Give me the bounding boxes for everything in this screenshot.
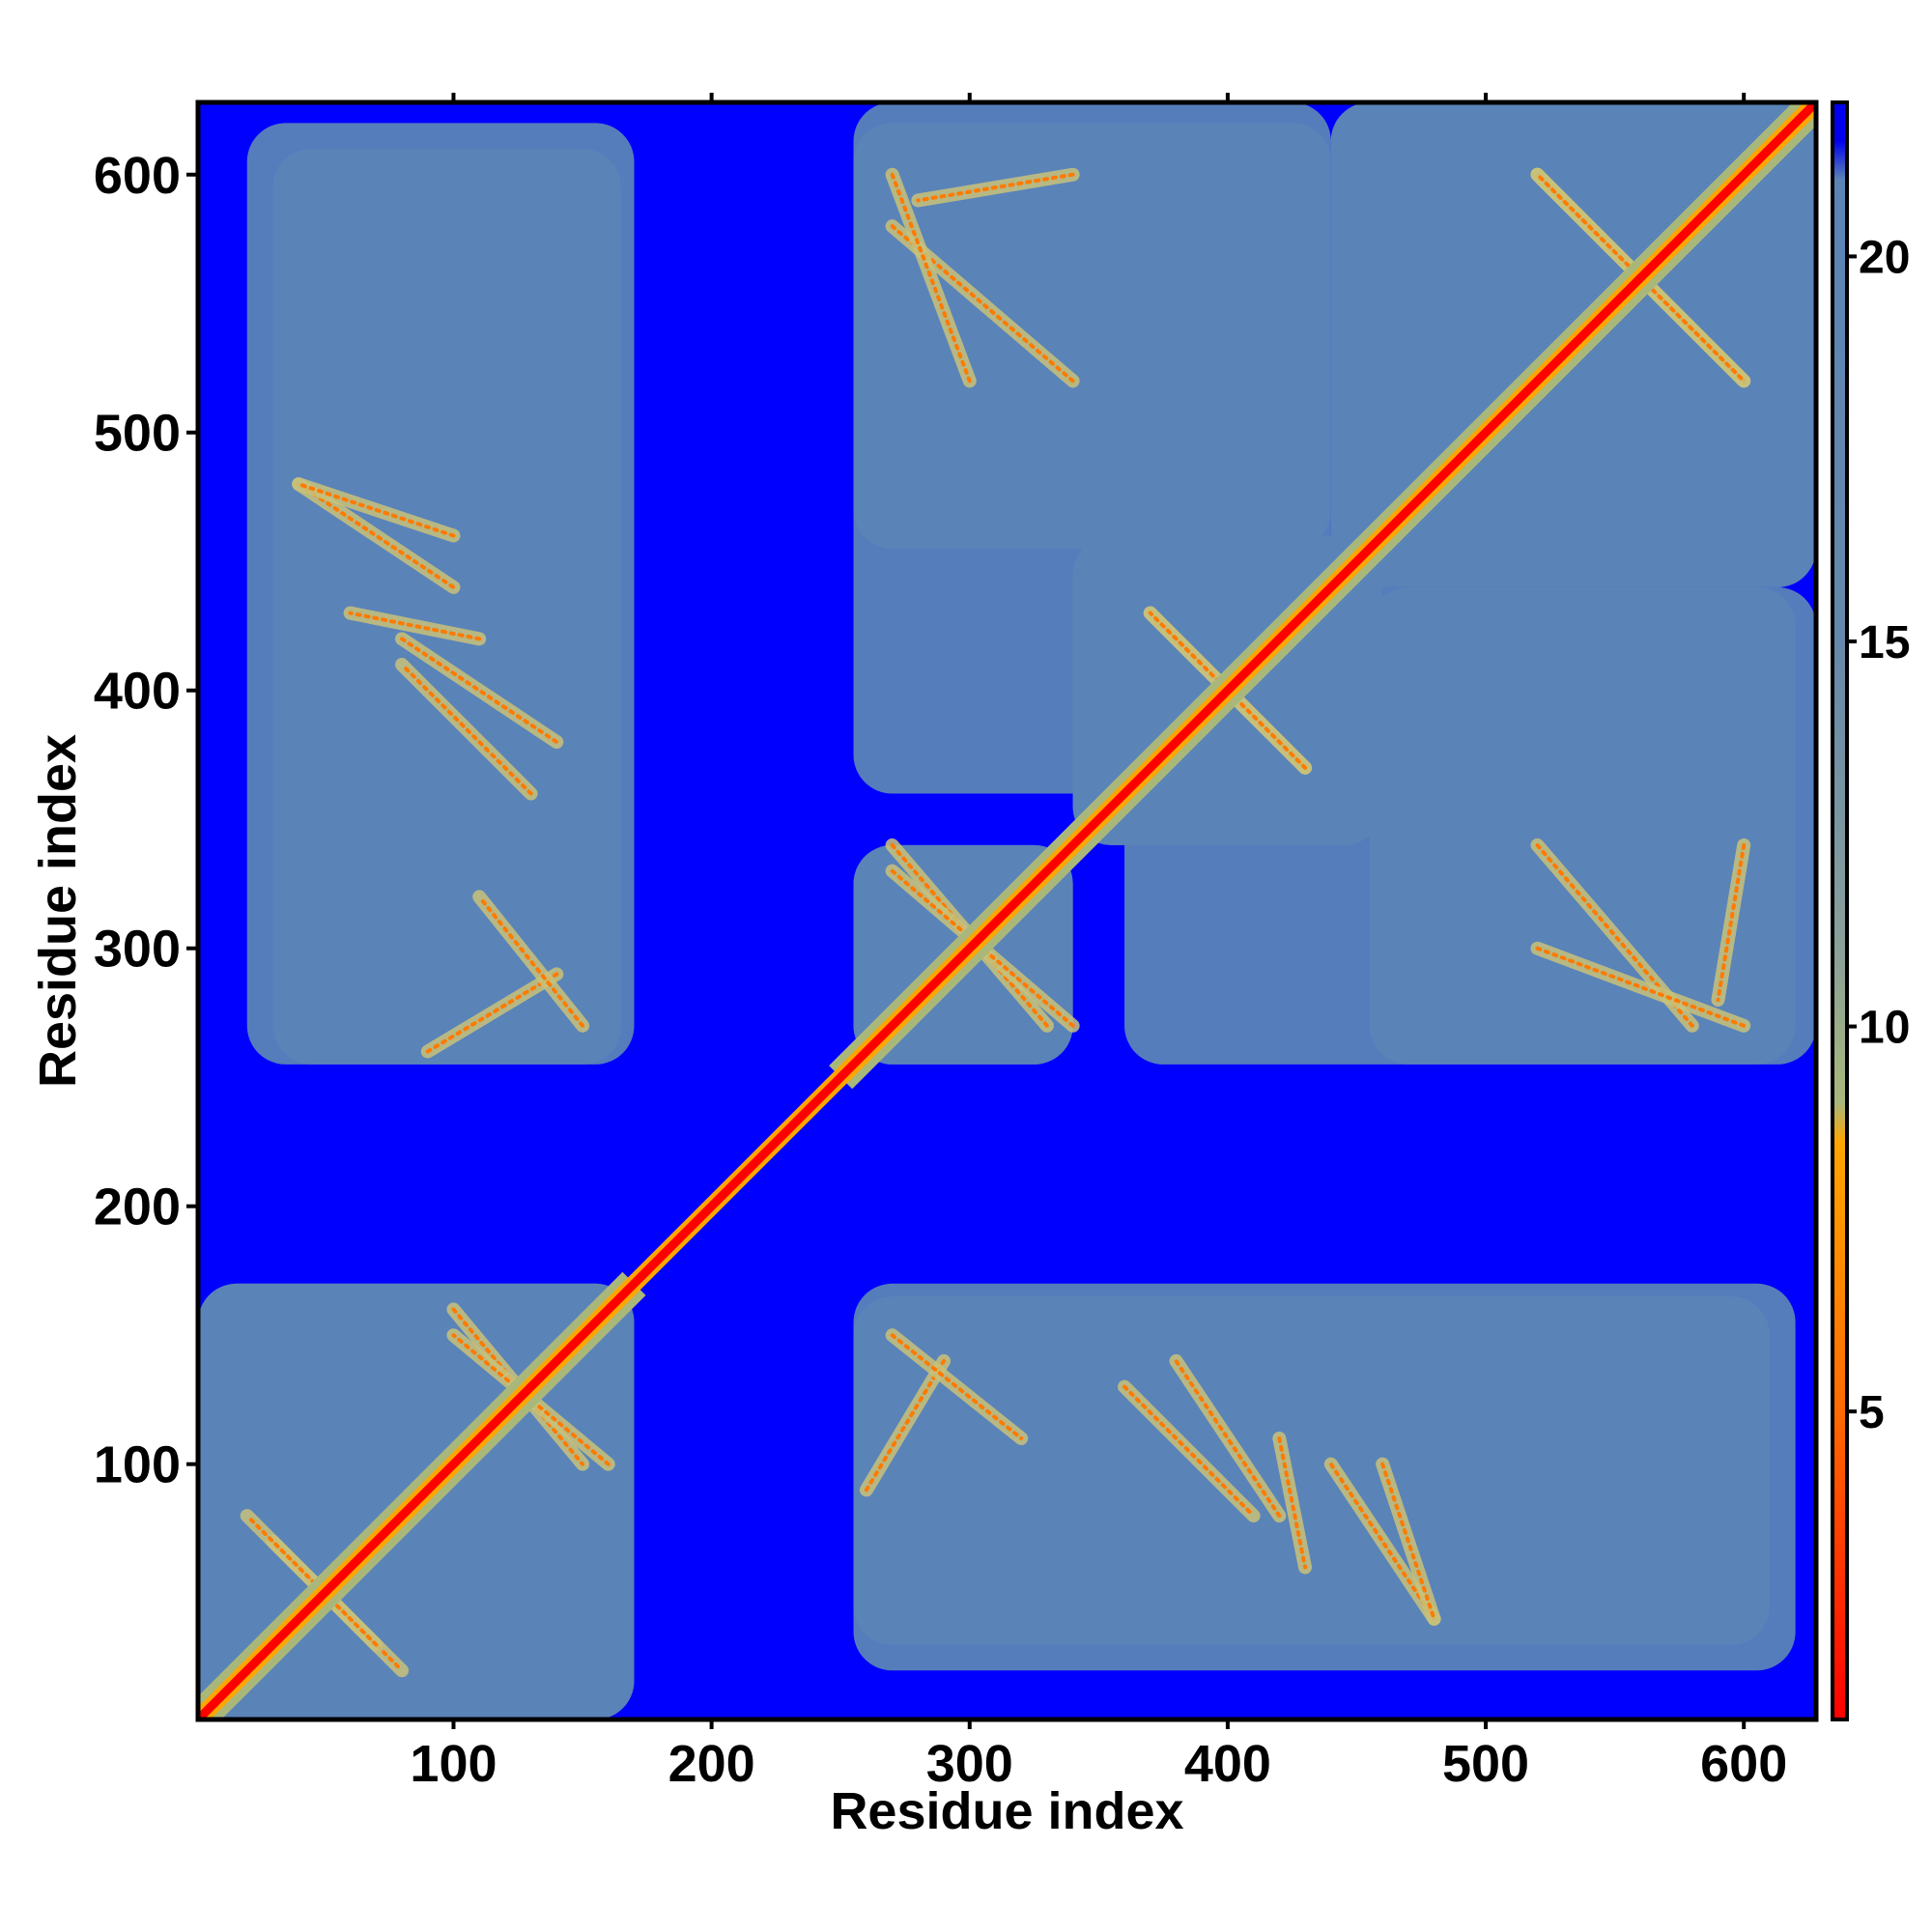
contact-streak-core-15-mirror [916, 172, 1075, 203]
contact-streak-core-7-mirror [1328, 1462, 1436, 1621]
contact-streak-core-10-mirror [477, 895, 585, 1028]
contact-streak-core-9-mirror [864, 1358, 947, 1492]
colorbar-gradient [1831, 100, 1849, 1721]
x-tick-label: 500 [1442, 1735, 1529, 1793]
contact-streak-core-8 [400, 637, 559, 745]
y-tick-label: 300 [94, 921, 181, 979]
contact-streak-core-5-mirror [1535, 172, 1643, 280]
x-tick-label: 100 [410, 1735, 497, 1793]
y-tick-label: 500 [94, 405, 181, 463]
contact-region-4 [853, 1283, 1796, 1671]
contact-streak-core-1-mirror [451, 1333, 611, 1466]
plot-frame [195, 99, 1819, 1722]
contact-streak-core-14 [1535, 946, 1747, 1028]
contact-streak-core-9 [425, 972, 559, 1054]
contact-streak-core-8-mirror [1174, 1358, 1282, 1519]
contact-streak-core-10 [890, 1333, 1024, 1440]
contact-streak-core-2-mirror [890, 868, 1075, 1028]
heatmap [198, 102, 1816, 1719]
contact-streak-core-1 [451, 1307, 585, 1466]
colorbar-tick-label: 5 [1859, 1387, 1885, 1438]
y-tick-label: 600 [94, 147, 181, 205]
contact-region-4-mirror [246, 123, 635, 1065]
diagonal-line [198, 102, 1816, 1719]
contact-streak-core-14-mirror [890, 172, 972, 384]
x-tick-label: 400 [1184, 1735, 1271, 1793]
y-tick-label: 200 [94, 1179, 181, 1236]
contact-region-7 [1369, 586, 1816, 1065]
colorbar-tick-label: 20 [1859, 232, 1910, 283]
contact-streak-core-11 [1122, 1384, 1256, 1519]
contact-streak-core-2 [890, 842, 1049, 1028]
x-axis: 100 200 300 400 500 600 [410, 93, 1787, 1793]
contact-streak-core-0-mirror [244, 1514, 379, 1647]
contact-streak-core-5 [1638, 275, 1747, 384]
contact-streak-core-6-mirror [1535, 842, 1694, 1028]
colorbar: 5 10 15 20 [1831, 100, 1910, 1721]
contact-streak-core-12-mirror [348, 611, 482, 641]
colorbar-tick-label: 15 [1859, 617, 1910, 668]
contact-region-7-mirror [853, 102, 1331, 549]
contact-streak-core-15 [1716, 842, 1747, 1003]
contact-streak-core-13 [1380, 1462, 1436, 1621]
x-tick-label: 600 [1700, 1735, 1787, 1793]
x-tick-label: 200 [668, 1735, 755, 1793]
contact-streak-core-7 [297, 482, 456, 589]
y-axis: 100 200 300 400 500 600 [94, 147, 198, 1494]
x-tick-label: 300 [926, 1735, 1013, 1793]
contact-streak-core-11-mirror [400, 663, 533, 796]
contact-streak-core-12 [1277, 1435, 1308, 1570]
y-axis-label: Residue index [29, 734, 87, 1088]
x-axis-label: Residue index [830, 1782, 1183, 1840]
colorbar-tick-label: 10 [1859, 1003, 1910, 1054]
y-tick-label: 100 [94, 1436, 181, 1494]
contact-streak-core-6 [890, 224, 1075, 384]
contact-streak-core-13-mirror [297, 482, 456, 538]
contact-streak-core-3-mirror [1148, 611, 1308, 770]
y-tick-label: 400 [94, 663, 181, 721]
